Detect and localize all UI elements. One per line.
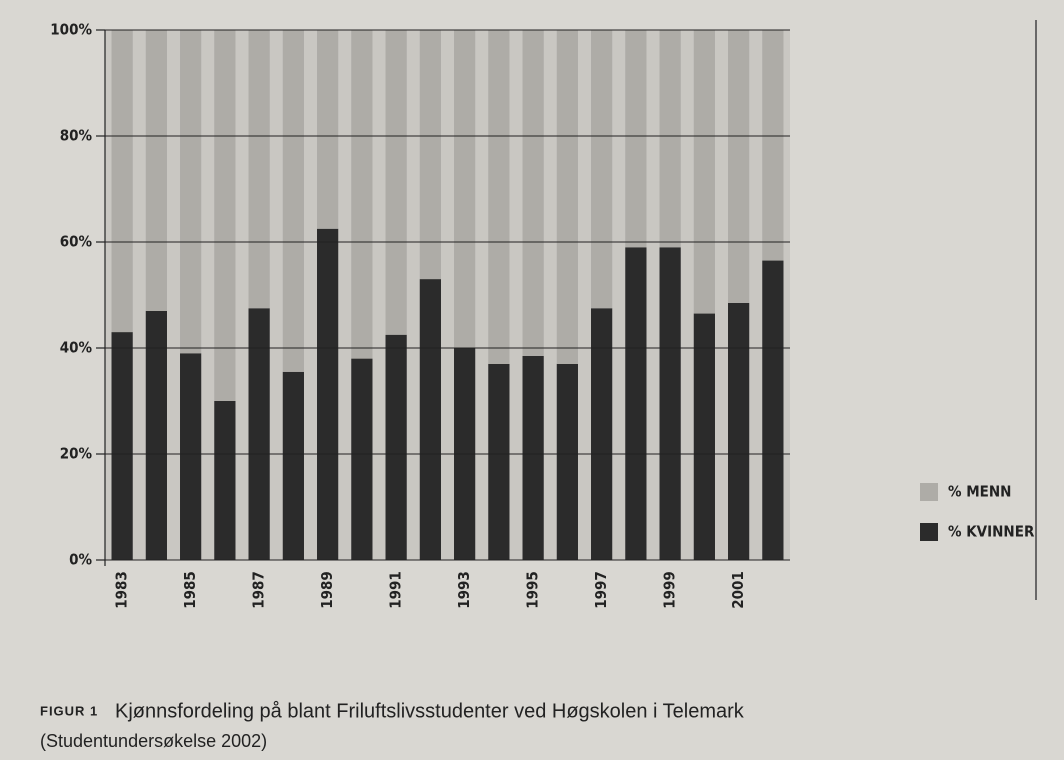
page: FIGUR 1 Kjønnsfordeling på blant Friluft… (0, 0, 1064, 760)
bar-segment (762, 261, 783, 560)
bar-segment (420, 279, 441, 560)
chart-subtitle: (Studentundersøkelse 2002) (40, 731, 267, 751)
legend-label: % KVINNER (948, 523, 1035, 541)
bar-segment (180, 353, 201, 560)
figure-label: FIGUR 1 (40, 703, 98, 718)
y-tick-label: 0% (69, 551, 92, 569)
legend-label: % MENN (948, 483, 1011, 501)
bar-segment (351, 30, 372, 359)
chart: FIGUR 1 Kjønnsfordeling på blant Friluft… (0, 0, 1064, 760)
bar-segment (591, 308, 612, 560)
bar-segment (762, 30, 783, 261)
bar-segment (728, 30, 749, 303)
bar-segment (625, 247, 646, 560)
x-tick-label: 1985 (181, 571, 199, 609)
legend-swatch (920, 483, 938, 501)
y-tick-label: 80% (60, 127, 93, 145)
bar-segment (249, 30, 270, 308)
bar-segment (488, 30, 509, 364)
bar-segment (214, 401, 235, 560)
bar-segment (694, 30, 715, 314)
x-tick-label: 1991 (387, 571, 405, 609)
bar-segment (146, 30, 167, 311)
bar-segment (386, 30, 407, 335)
x-tick-label: 1999 (661, 571, 679, 609)
bar-segment (523, 30, 544, 356)
legend-swatch (920, 523, 938, 541)
bar-segment (454, 30, 475, 348)
bar-segment (625, 30, 646, 247)
bar-segment (694, 314, 715, 560)
bar-segment (351, 359, 372, 560)
bar-segment (660, 247, 681, 560)
bar-segment (317, 30, 338, 229)
bar-segment (317, 229, 338, 560)
bar-segment (591, 30, 612, 308)
y-tick-label: 60% (60, 233, 93, 251)
bar-segment (660, 30, 681, 247)
bar-segment (488, 364, 509, 560)
bar-segment (728, 303, 749, 560)
plot-area (105, 30, 790, 560)
bar-segment (112, 332, 133, 560)
x-tick-label: 2001 (729, 571, 747, 609)
x-tick-label: 1987 (250, 571, 268, 609)
bar-segment (523, 356, 544, 560)
bar-segment (214, 30, 235, 401)
chart-title: Kjønnsfordeling på blant Friluftslivsstu… (115, 700, 745, 722)
x-tick-label: 1993 (455, 571, 473, 609)
bar-segment (283, 30, 304, 372)
x-tick-label: 1989 (318, 571, 336, 609)
bar-segment (386, 335, 407, 560)
y-tick-label: 20% (60, 445, 93, 463)
y-tick-label: 40% (60, 339, 93, 357)
bar-segment (557, 364, 578, 560)
y-tick-label: 100% (50, 21, 92, 39)
bar-segment (249, 308, 270, 560)
bar-segment (557, 30, 578, 364)
bar-segment (283, 372, 304, 560)
x-tick-label: 1983 (113, 571, 131, 609)
bar-segment (180, 30, 201, 353)
bar-segment (112, 30, 133, 332)
x-tick-label: 1995 (524, 571, 542, 609)
x-tick-label: 1997 (592, 571, 610, 609)
